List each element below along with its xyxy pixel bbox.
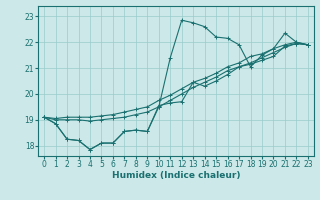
X-axis label: Humidex (Indice chaleur): Humidex (Indice chaleur) <box>112 171 240 180</box>
